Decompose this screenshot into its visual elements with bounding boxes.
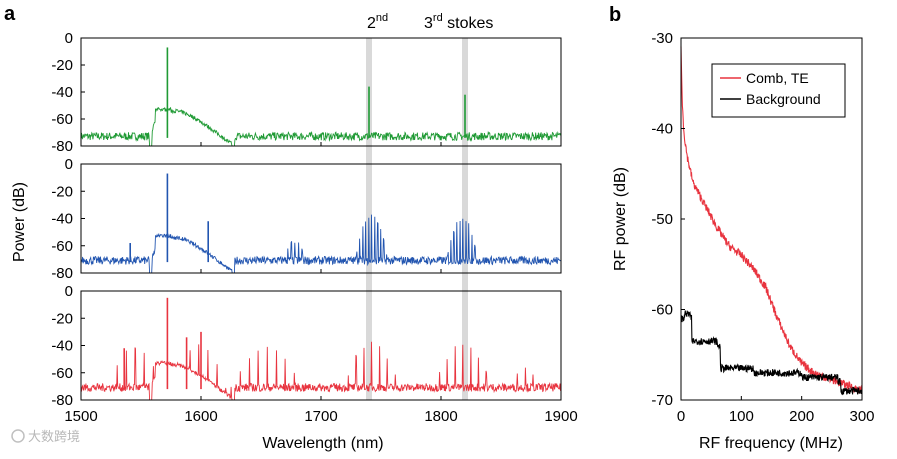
annotation-3rd-stokes: 3rd stokes <box>424 12 493 32</box>
spectrum-trace-middle <box>80 214 561 274</box>
x-tick-label: 1700 <box>304 408 337 425</box>
x-axis-label-rf-frequency: RF frequency (MHz) <box>699 435 843 452</box>
y-tick-label: -20 <box>51 57 73 74</box>
panel-a-spectra: 0-20-40-60-800-20-40-60-800-20-40-60-80 … <box>11 12 578 452</box>
y-tick-label: -60 <box>51 111 73 128</box>
panel-label-a: a <box>4 3 16 25</box>
rf-x-tick-label: 0 <box>677 408 685 425</box>
y-tick-labels: 0-20-40-60-800-20-40-60-800-20-40-60-80 <box>51 30 73 409</box>
x-axis-label-wavelength: Wavelength (nm) <box>262 435 383 452</box>
legend-label-comb: Comb, TE <box>746 70 809 86</box>
rf-x-tick-label: 100 <box>729 408 754 425</box>
watermark-logo-icon <box>11 429 25 443</box>
legend-box <box>711 63 846 118</box>
y-tick-label: -80 <box>51 392 73 409</box>
legend-label-background: Background <box>746 91 821 107</box>
y-axis-label-power: Power (dB) <box>11 182 28 262</box>
rf-y-tick-label: -40 <box>651 121 673 138</box>
rf-y-tick-labels: -30 -40 -50 -60 -70 <box>651 30 685 409</box>
y-tick-label: -20 <box>51 310 73 327</box>
rf-traces <box>680 46 863 396</box>
y-axis-label-rf-power: RF power (dB) <box>612 167 629 271</box>
annotation-2nd-number: 2 <box>367 15 376 32</box>
spectrum-trace-top <box>80 106 561 147</box>
annotation-2nd: 2nd <box>367 12 388 32</box>
y-tick-label: -20 <box>51 183 73 200</box>
y-tick-label: -80 <box>51 265 73 282</box>
x-tick-labels: 1500 1600 1700 1800 1900 <box>64 408 577 425</box>
y-tick-label: 0 <box>65 156 73 173</box>
rf-x-tick-label: 200 <box>789 408 814 425</box>
subplot-frame-bottom <box>80 290 562 401</box>
subplot-frames <box>80 37 562 401</box>
stokes-highlight-bands <box>366 38 468 400</box>
rf-trace-background <box>680 310 863 396</box>
panel-b-rf-spectrum: -30 -40 -50 -60 -70 0 100 200 300 RF frequency … <box>612 30 875 452</box>
x-tick-label: 1600 <box>184 408 217 425</box>
rf-y-tick-label: -70 <box>651 392 673 409</box>
annotation-3rd-suffix: rd <box>433 12 443 24</box>
annotation-stokes-text: stokes <box>447 15 493 32</box>
rf-y-tick-label: -30 <box>651 30 673 47</box>
annotation-3rd-number: 3 <box>424 15 433 32</box>
spectrum-trace-bottom <box>80 341 561 401</box>
y-tick-label: 0 <box>65 283 73 300</box>
x-tick-label: 1900 <box>544 408 577 425</box>
rf-x-tick-label: 300 <box>849 408 874 425</box>
x-tick-label: 1800 <box>424 408 457 425</box>
y-tick-label: 0 <box>65 30 73 47</box>
panel-label-b: b <box>609 4 621 26</box>
y-tick-label: -80 <box>51 138 73 155</box>
watermark-text: 大数跨境 <box>28 429 80 444</box>
y-tick-label: -40 <box>51 338 73 355</box>
subplot-frame-middle <box>80 163 562 274</box>
y-tick-label: -60 <box>51 365 73 382</box>
spectral-traces <box>80 47 561 401</box>
rf-x-tick-labels: 0 100 200 300 <box>677 396 875 425</box>
legend: Comb, TE Background <box>711 63 846 118</box>
x-tick-label: 1500 <box>64 408 97 425</box>
y-tick-label: -40 <box>51 211 73 228</box>
y-tick-label: -60 <box>51 238 73 255</box>
annotation-2nd-suffix: nd <box>376 12 388 24</box>
rf-y-tick-label: -50 <box>651 211 673 228</box>
stokes-band-3 <box>462 38 468 400</box>
rf-y-tick-label: -60 <box>651 302 673 319</box>
y-tick-label: -40 <box>51 84 73 101</box>
watermark: 大数跨境 <box>11 429 80 444</box>
